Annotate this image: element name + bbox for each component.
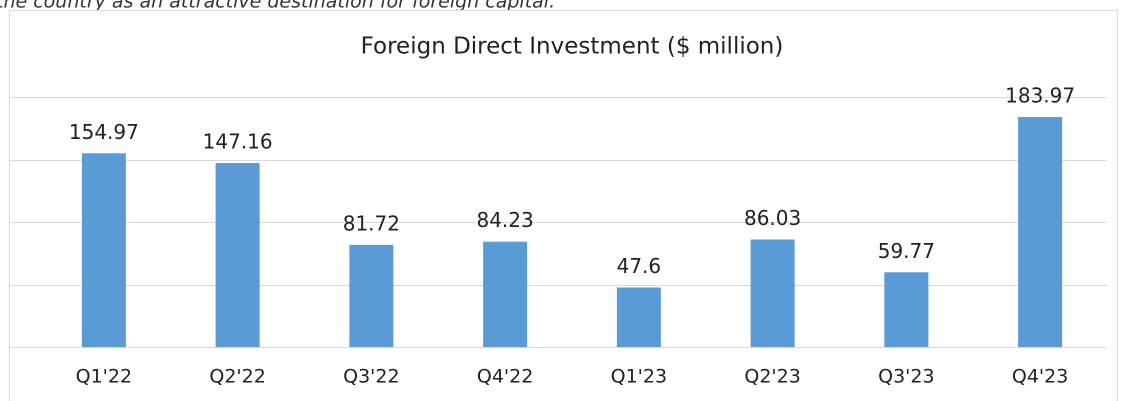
- value-label: 81.72: [343, 211, 400, 235]
- value-label: 183.97: [1005, 84, 1075, 108]
- value-label: 84.23: [476, 208, 533, 232]
- x-tick-label: Q2'22: [209, 366, 265, 388]
- bar: [483, 241, 528, 347]
- chart-title: Foreign Direct Investment ($ million): [361, 34, 784, 60]
- bar: [81, 153, 126, 347]
- intro-text: the country as an attractive destination…: [0, 0, 555, 13]
- x-tick-label: Q3'22: [343, 366, 399, 388]
- bar: [616, 287, 661, 347]
- value-label: 59.77: [878, 239, 935, 263]
- bar: [215, 163, 260, 347]
- x-tick-label: Q1'22: [76, 366, 132, 388]
- bar: [349, 244, 394, 347]
- bar: [884, 272, 929, 347]
- x-tick-label: Q2'23: [744, 366, 800, 388]
- chart-frame: [9, 10, 1118, 401]
- x-tick-label: Q3'23: [878, 366, 934, 388]
- value-label: 147.16: [203, 130, 273, 154]
- x-tick-label: Q1'23: [611, 366, 667, 388]
- bar: [1018, 117, 1063, 347]
- x-tick-label: Q4'22: [477, 366, 533, 388]
- value-label: 154.97: [69, 120, 139, 144]
- x-tick-label: Q4'23: [1012, 366, 1068, 388]
- value-label: 86.03: [744, 206, 801, 230]
- bar: [750, 239, 795, 347]
- value-label: 47.6: [617, 254, 662, 278]
